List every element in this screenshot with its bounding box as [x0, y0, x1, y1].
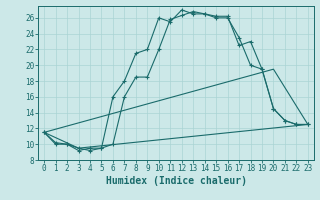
- X-axis label: Humidex (Indice chaleur): Humidex (Indice chaleur): [106, 176, 246, 186]
